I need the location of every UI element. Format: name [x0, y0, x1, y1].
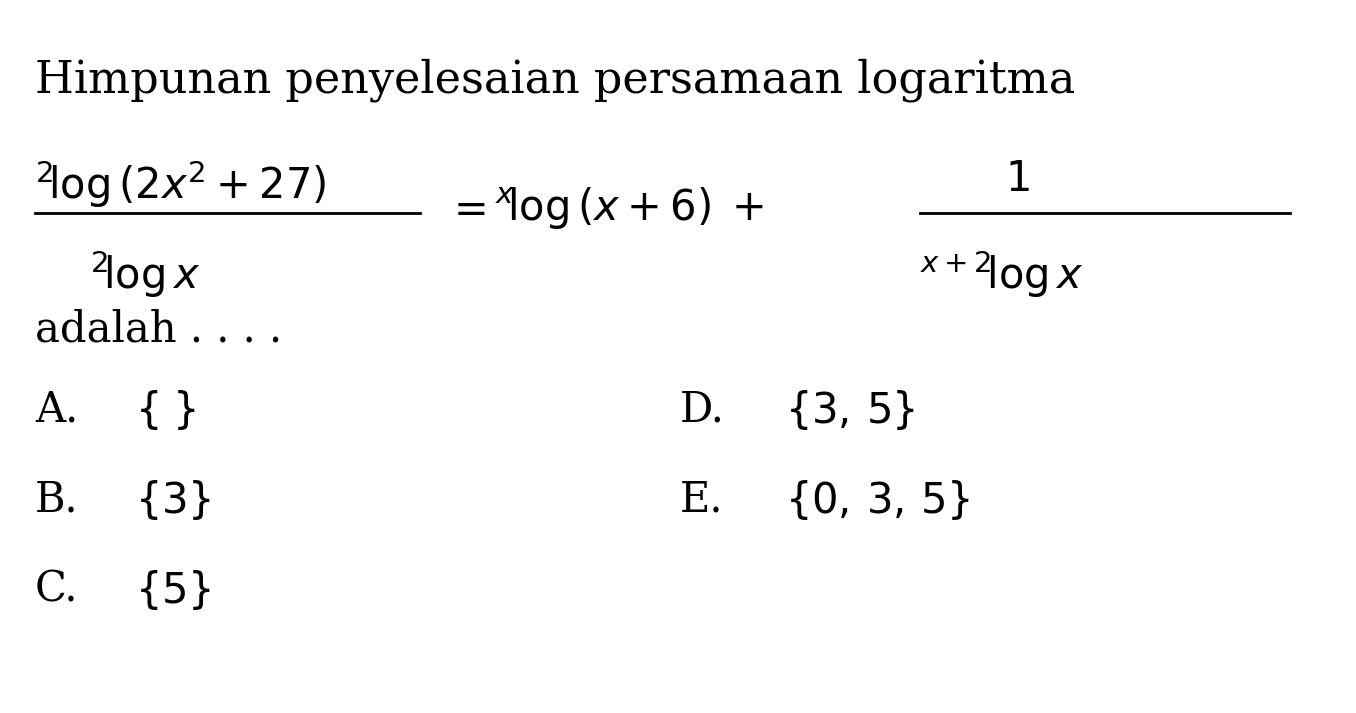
Text: $\{\;\}$: $\{\;\}$	[136, 388, 197, 432]
Text: C.: C.	[35, 568, 79, 610]
Text: Himpunan penyelesaian persamaan logaritma: Himpunan penyelesaian persamaan logaritm…	[35, 58, 1075, 102]
Text: ${}^{x}\!\mathrm{log}\,(x + 6)\;+$: ${}^{x}\!\mathrm{log}\,(x + 6)\;+$	[495, 185, 763, 231]
Text: ${}^{2}\!\mathrm{log}\,(2x^2 + 27)$: ${}^{2}\!\mathrm{log}\,(2x^2 + 27)$	[35, 158, 327, 210]
Text: $\{5\}$: $\{5\}$	[136, 568, 210, 612]
Text: $1$: $1$	[1005, 158, 1029, 200]
Text: D.: D.	[679, 388, 725, 430]
Text: $\{0,\,3,\,5\}$: $\{0,\,3,\,5\}$	[785, 478, 970, 522]
Text: $=$: $=$	[445, 187, 485, 229]
Text: $\{3,\,5\}$: $\{3,\,5\}$	[785, 388, 915, 432]
Text: $\{3\}$: $\{3\}$	[136, 478, 212, 522]
Text: ${}^{x+2}\!\mathrm{log}\, x$: ${}^{x+2}\!\mathrm{log}\, x$	[919, 248, 1083, 299]
Text: ${}^{2}\!\mathrm{log}\, x$: ${}^{2}\!\mathrm{log}\, x$	[89, 248, 201, 299]
Text: A.: A.	[35, 388, 79, 430]
Text: adalah . . . .: adalah . . . .	[35, 308, 282, 350]
Text: B.: B.	[35, 478, 79, 520]
Text: E.: E.	[679, 478, 724, 520]
